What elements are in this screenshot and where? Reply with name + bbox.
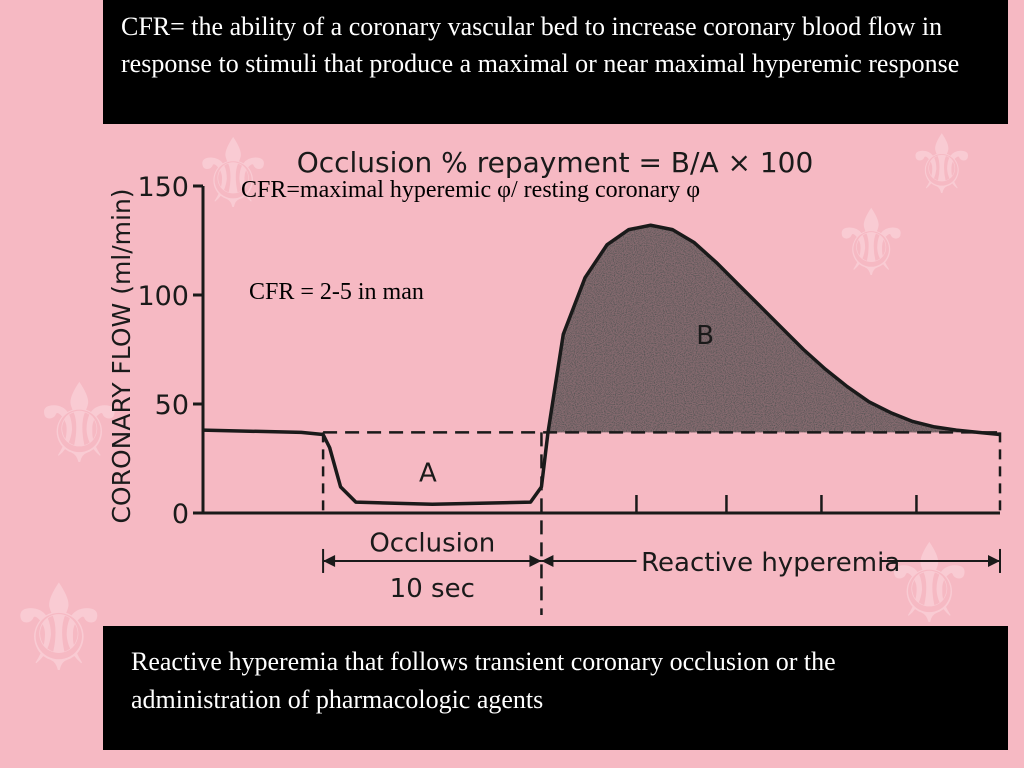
fleur-de-lis-icon: ⚜ xyxy=(5,560,113,699)
y-tick-label: 150 xyxy=(137,172,189,203)
occlusion-duration-label: 10 sec xyxy=(390,574,475,604)
area-b-speckle xyxy=(545,225,1000,435)
y-axis-label: CORONARY FLOW (ml/min) xyxy=(107,188,136,523)
definition-box: CFR= the ability of a coronary vascular … xyxy=(103,0,1008,124)
coronary-flow-chart: Occlusion % repayment = B/A × 100 CORONA… xyxy=(107,146,1002,615)
fleur-de-lis-icon: ⚜ xyxy=(830,190,913,297)
y-tick-label: 100 xyxy=(137,281,189,312)
cfr-range: CFR = 2-5 in man xyxy=(249,279,424,305)
occlusion-arrow-right xyxy=(529,554,542,567)
fleur-de-lis-icon: ⚜ xyxy=(30,360,129,488)
hyperemia-arrow-left xyxy=(541,554,554,567)
chart-title: Occlusion % repayment = B/A × 100 xyxy=(297,146,814,179)
cfr-formula: CFR=maximal hyperemic φ/ resting coronar… xyxy=(241,177,701,203)
y-tick-label: 0 xyxy=(172,499,189,530)
flow-curve xyxy=(202,223,1001,507)
area-b-label: B xyxy=(696,321,714,351)
area-a-label: A xyxy=(419,459,437,489)
reactive-hyperemia-box: Reactive hyperemia that follows transien… xyxy=(103,626,1008,750)
fleur-de-lis-icon: ⚜ xyxy=(905,118,979,213)
y-tick-label: 50 xyxy=(155,390,189,421)
occlusion-arrow-left xyxy=(323,554,336,567)
occlusion-label: Occlusion xyxy=(369,528,495,558)
reactive-hyperemia-label: Reactive hyperemia xyxy=(641,548,900,578)
reactive-hyperemia-text: Reactive hyperemia that follows transien… xyxy=(131,647,836,714)
definition-text: CFR= the ability of a coronary vascular … xyxy=(121,12,960,78)
hyperemia-arrow-right xyxy=(988,554,1000,567)
